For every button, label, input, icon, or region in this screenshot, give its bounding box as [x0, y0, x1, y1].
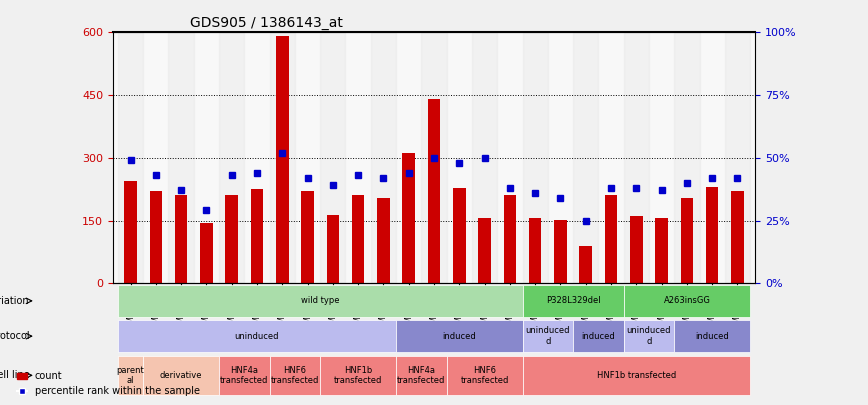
- FancyBboxPatch shape: [118, 320, 396, 352]
- Text: HNF4a
transfected: HNF4a transfected: [398, 366, 445, 385]
- Bar: [270, 32, 295, 283]
- Bar: [605, 195, 617, 283]
- Text: HNF4a
transfected: HNF4a transfected: [220, 366, 268, 385]
- Bar: [681, 198, 694, 283]
- Bar: [219, 32, 244, 283]
- Text: HNF1b transfected: HNF1b transfected: [596, 371, 676, 380]
- Text: wild type: wild type: [301, 296, 339, 305]
- Bar: [403, 153, 415, 283]
- Bar: [523, 32, 548, 283]
- Bar: [706, 187, 719, 283]
- Bar: [226, 196, 238, 283]
- Bar: [149, 191, 162, 283]
- Bar: [472, 32, 497, 283]
- FancyBboxPatch shape: [447, 356, 523, 395]
- FancyBboxPatch shape: [219, 356, 270, 395]
- Text: parent
al: parent al: [116, 366, 144, 385]
- Legend: count, percentile rank within the sample: count, percentile rank within the sample: [14, 367, 204, 400]
- Bar: [118, 32, 143, 283]
- Bar: [725, 32, 750, 283]
- Text: induced: induced: [443, 332, 477, 341]
- Bar: [326, 215, 339, 283]
- Bar: [276, 36, 288, 283]
- Bar: [573, 32, 598, 283]
- Bar: [320, 32, 345, 283]
- Text: cell line: cell line: [0, 370, 30, 380]
- Bar: [453, 188, 465, 283]
- Bar: [731, 191, 744, 283]
- Bar: [201, 224, 213, 283]
- FancyBboxPatch shape: [674, 320, 750, 352]
- Bar: [655, 217, 667, 283]
- Text: HNF6
transfected: HNF6 transfected: [271, 366, 319, 385]
- Bar: [478, 218, 491, 283]
- Bar: [674, 32, 700, 283]
- Text: uninduced: uninduced: [234, 332, 279, 341]
- Text: uninduced
d: uninduced d: [525, 326, 570, 346]
- FancyBboxPatch shape: [523, 356, 750, 395]
- Bar: [371, 32, 396, 283]
- FancyBboxPatch shape: [523, 285, 624, 317]
- Bar: [251, 189, 263, 283]
- Bar: [580, 245, 592, 283]
- Bar: [554, 220, 567, 283]
- Bar: [428, 99, 440, 283]
- FancyBboxPatch shape: [396, 356, 447, 395]
- Bar: [124, 181, 137, 283]
- FancyBboxPatch shape: [143, 356, 219, 395]
- FancyBboxPatch shape: [118, 356, 143, 395]
- FancyBboxPatch shape: [523, 320, 573, 352]
- Text: HNF6
transfected: HNF6 transfected: [460, 366, 509, 385]
- Text: P328L329del: P328L329del: [546, 296, 601, 305]
- Bar: [529, 217, 542, 283]
- Bar: [503, 196, 516, 283]
- Text: GDS905 / 1386143_at: GDS905 / 1386143_at: [190, 16, 343, 30]
- Bar: [624, 32, 649, 283]
- Text: HNF1b
transfected: HNF1b transfected: [334, 366, 382, 385]
- FancyBboxPatch shape: [624, 285, 750, 317]
- FancyBboxPatch shape: [573, 320, 624, 352]
- Text: genotype/variation: genotype/variation: [0, 296, 30, 306]
- Text: induced: induced: [695, 332, 729, 341]
- Text: A263insGG: A263insGG: [663, 296, 710, 305]
- Text: derivative: derivative: [160, 371, 202, 380]
- Bar: [630, 215, 642, 283]
- Bar: [174, 196, 187, 283]
- Bar: [421, 32, 447, 283]
- Bar: [352, 196, 365, 283]
- Bar: [168, 32, 194, 283]
- FancyBboxPatch shape: [396, 320, 523, 352]
- FancyBboxPatch shape: [624, 320, 674, 352]
- FancyBboxPatch shape: [118, 285, 523, 317]
- Bar: [301, 191, 314, 283]
- Bar: [377, 198, 390, 283]
- Text: uninduced
d: uninduced d: [627, 326, 671, 346]
- FancyBboxPatch shape: [320, 356, 396, 395]
- Text: protocol: protocol: [0, 331, 30, 341]
- Text: induced: induced: [582, 332, 615, 341]
- FancyBboxPatch shape: [270, 356, 320, 395]
